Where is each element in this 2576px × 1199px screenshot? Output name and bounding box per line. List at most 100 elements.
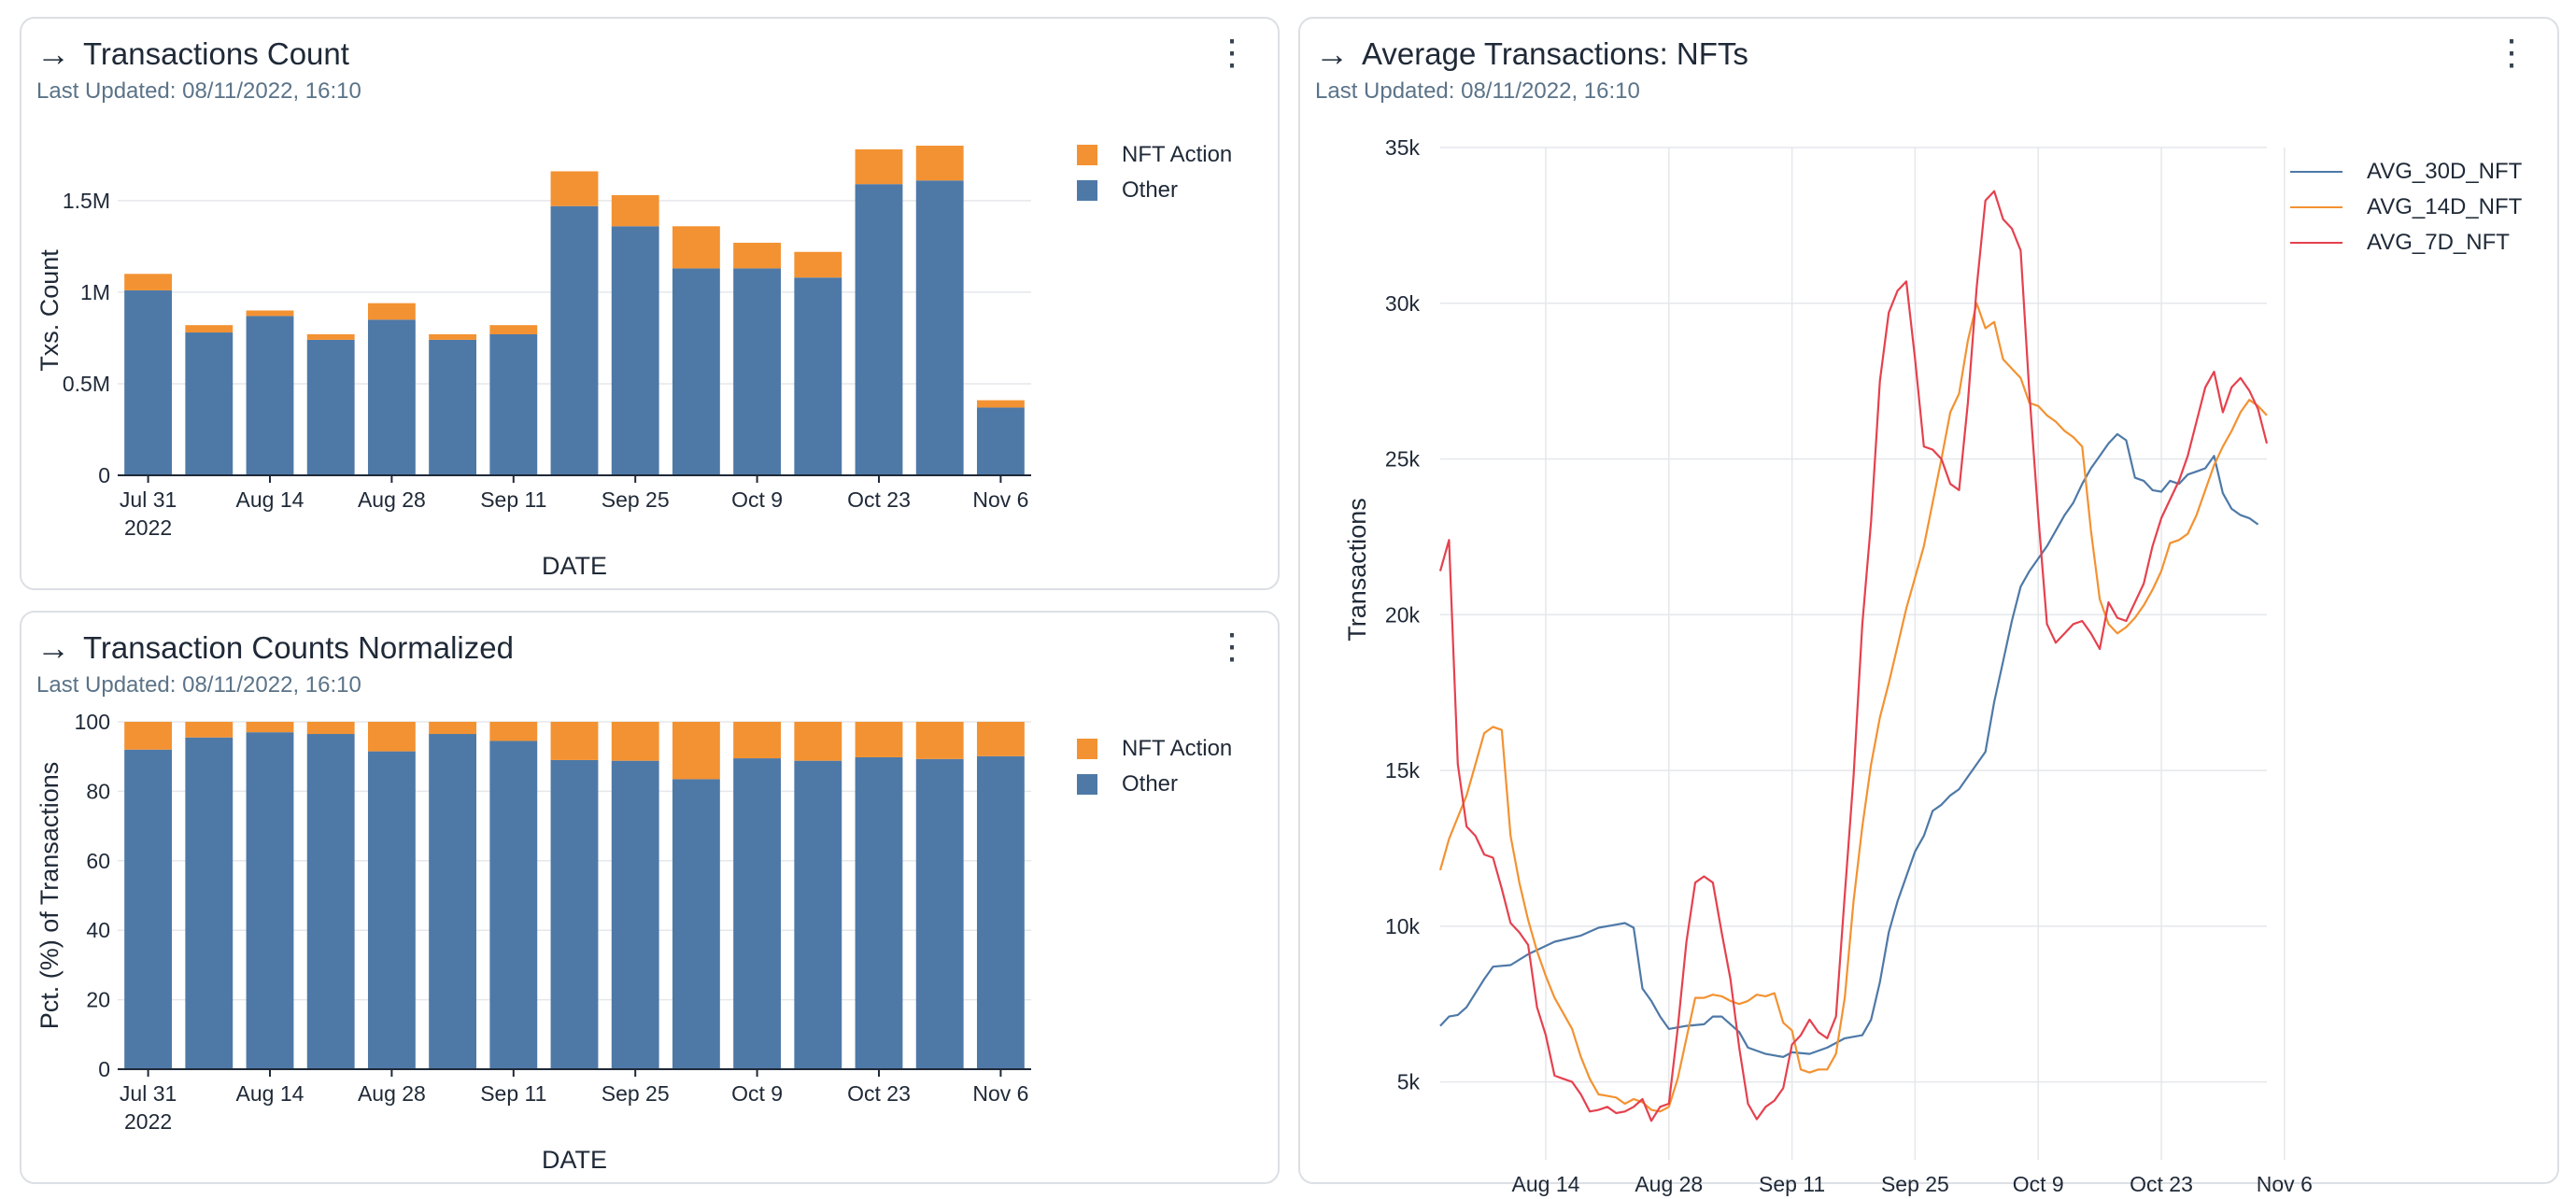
average-transactions-nfts-panel: → Average Transactions: NFTs Last Update… bbox=[1298, 17, 2559, 1196]
transactions-count-chart: 0 0.5M 1M 1.5M Jul 31 2022 Aug 14 Aug 28 Sep 11 S… bbox=[35, 146, 1031, 580]
legend-item-other[interactable]: Other bbox=[1077, 173, 1232, 208]
panel-title[interactable]: Transactions Count bbox=[83, 36, 349, 71]
legend-item-avg-30d[interactable]: AVG_30D_NFT bbox=[2290, 154, 2522, 190]
panel-title[interactable]: Transaction Counts Normalized bbox=[83, 630, 514, 665]
y-tick-label: 10k bbox=[1385, 914, 1421, 938]
bar-other bbox=[855, 756, 903, 1069]
bar-other bbox=[306, 734, 355, 1069]
x-tick-label: Aug 28 bbox=[358, 487, 426, 512]
legend-label: NFT Action bbox=[1122, 142, 1233, 167]
legend-label: Other bbox=[1122, 177, 1179, 203]
x-tick-label: Nov 6 bbox=[2257, 1172, 2313, 1196]
last-updated: Last Updated: 08/11/2022, 16:10 bbox=[1315, 78, 1640, 104]
x-tick-label: Aug 28 bbox=[358, 1081, 426, 1106]
legend-swatch bbox=[2290, 206, 2342, 208]
legend-swatch bbox=[2290, 171, 2342, 173]
bar-other bbox=[733, 758, 782, 1069]
bar-nft-action bbox=[611, 722, 659, 761]
panel-header: → Transaction Counts Normalized Last Upd… bbox=[36, 629, 1263, 723]
bar-nft-action bbox=[489, 325, 538, 334]
bar-nft-action bbox=[733, 722, 782, 759]
bar-nft-action bbox=[367, 303, 416, 320]
legend-swatch bbox=[2290, 242, 2342, 244]
bar-nft-action bbox=[611, 194, 659, 227]
panel-header: → Transactions Count Last Updated: 08/11… bbox=[36, 35, 1263, 129]
legend-label: NFT Action bbox=[1122, 736, 1233, 761]
chart-legend: NFT Action Other bbox=[1077, 137, 1232, 208]
more-options-icon[interactable]: ⋮ bbox=[1214, 628, 1250, 667]
bar-nft-action bbox=[306, 722, 355, 735]
series-line-avg-30d-nft bbox=[1439, 432, 2259, 1058]
y-axis-title: Pct. (%) of Transactions bbox=[35, 762, 64, 1030]
panel-title[interactable]: Average Transactions: NFTs bbox=[1362, 36, 1748, 71]
y-tick-label: 40 bbox=[86, 918, 110, 942]
last-updated: Last Updated: 08/11/2022, 16:10 bbox=[36, 672, 361, 698]
bar-nft-action bbox=[550, 171, 599, 206]
x-tick-label: Jul 31 2022 bbox=[120, 487, 177, 540]
y-axis-title: Transactions bbox=[1343, 498, 1371, 642]
y-tick-label: 25k bbox=[1385, 447, 1421, 472]
bar-nft-action bbox=[672, 226, 720, 269]
last-updated: Last Updated: 08/11/2022, 16:10 bbox=[36, 78, 361, 104]
legend-item-nft-action[interactable]: NFT Action bbox=[1077, 731, 1232, 767]
bar-other bbox=[246, 732, 294, 1069]
bar-nft-action bbox=[489, 722, 538, 741]
bar-nft-action bbox=[429, 333, 477, 340]
x-tick-label: Oct 9 bbox=[2013, 1172, 2064, 1196]
x-tick-label: Oct 9 bbox=[731, 1081, 783, 1106]
bar-other bbox=[185, 737, 234, 1069]
bar-other bbox=[915, 758, 964, 1069]
y-tick-label: 100 bbox=[75, 710, 110, 734]
x-tick-label: Sep 25 bbox=[602, 1081, 670, 1106]
more-options-icon[interactable]: ⋮ bbox=[2494, 34, 2529, 73]
more-options-icon[interactable]: ⋮ bbox=[1214, 34, 1250, 73]
bar-other bbox=[306, 339, 355, 475]
legend-label: AVG_7D_NFT bbox=[2367, 230, 2510, 255]
bar-other bbox=[733, 268, 782, 475]
bar-nft-action bbox=[976, 722, 1025, 756]
x-tick-label: Sep 11 bbox=[1759, 1172, 1825, 1196]
bar-other bbox=[124, 289, 173, 475]
legend-label: AVG_14D_NFT bbox=[2367, 194, 2523, 219]
bar-other bbox=[611, 760, 659, 1069]
legend-item-other[interactable]: Other bbox=[1077, 767, 1232, 802]
bar-other bbox=[672, 779, 720, 1069]
x-tick-label: Sep 11 bbox=[480, 487, 546, 512]
bar-other bbox=[794, 760, 842, 1069]
bar-other bbox=[672, 268, 720, 475]
x-tick-label: Aug 28 bbox=[1635, 1172, 1703, 1196]
transaction-counts-normalized-chart: 0 20 40 60 80 100 Jul 31 2022 Aug 14 Aug 28 Sep 11… bbox=[35, 710, 1031, 1174]
bar-nft-action bbox=[185, 325, 234, 333]
legend-item-avg-7d[interactable]: AVG_7D_NFT bbox=[2290, 225, 2522, 261]
legend-item-nft-action[interactable]: NFT Action bbox=[1077, 137, 1232, 173]
legend-swatch bbox=[1077, 180, 1097, 201]
bar-other bbox=[124, 749, 173, 1069]
bar-other bbox=[550, 205, 599, 475]
y-tick-label: 15k bbox=[1385, 758, 1421, 783]
bar-nft-action bbox=[794, 251, 842, 278]
x-axis-title: DATE bbox=[542, 1146, 607, 1174]
legend-swatch bbox=[1077, 739, 1097, 759]
legend-item-avg-14d[interactable]: AVG_14D_NFT bbox=[2290, 190, 2522, 225]
bar-nft-action bbox=[672, 722, 720, 780]
arrow-right-icon[interactable]: → bbox=[36, 35, 70, 73]
x-tick-label: Oct 9 bbox=[731, 487, 783, 512]
x-tick-label: Sep 25 bbox=[1881, 1172, 1949, 1196]
bar-other bbox=[915, 180, 964, 475]
bar-nft-action bbox=[124, 274, 173, 290]
bar-nft-action bbox=[246, 722, 294, 733]
bar-nft-action bbox=[124, 722, 173, 750]
y-tick-label: 0 bbox=[98, 463, 110, 487]
legend-label: AVG_30D_NFT bbox=[2367, 159, 2523, 184]
arrow-right-icon[interactable]: → bbox=[1315, 35, 1349, 73]
bar-other bbox=[367, 751, 416, 1069]
bar-other bbox=[246, 316, 294, 475]
bar-nft-action bbox=[915, 722, 964, 759]
legend-swatch bbox=[1077, 145, 1097, 165]
bar-nft-action bbox=[733, 242, 782, 269]
bar-other bbox=[855, 184, 903, 475]
y-tick-label: 5k bbox=[1397, 1070, 1421, 1094]
arrow-right-icon[interactable]: → bbox=[36, 628, 70, 667]
y-tick-label: 20 bbox=[86, 988, 110, 1012]
transaction-counts-normalized-panel: → Transaction Counts Normalized Last Upd… bbox=[20, 611, 1280, 1184]
